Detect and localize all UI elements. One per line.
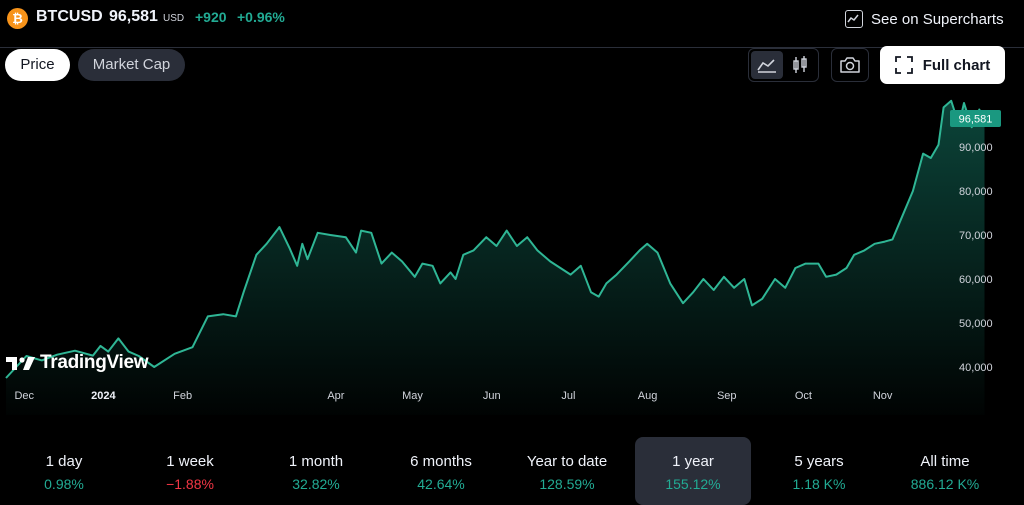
- y-tick-label: 60,000: [959, 274, 993, 286]
- period-label: 1 month: [288, 453, 344, 470]
- price-area-fill: [6, 100, 985, 415]
- supercharts-label: See on Supercharts: [871, 10, 1004, 28]
- y-axis: 40,000 50,000 60,000 70,000 80,000 90,000: [959, 142, 993, 374]
- price-line: [5, 99, 986, 379]
- period-label: 1 day: [45, 453, 83, 470]
- period-change-value: 1.18 K%: [792, 476, 846, 492]
- period-button[interactable]: 5 years 1.18 K%: [761, 437, 877, 505]
- x-tick-label: Apr: [327, 390, 344, 402]
- period-label: Year to date: [526, 453, 608, 470]
- period-change-value: 155.12%: [665, 476, 721, 492]
- tab-market-cap[interactable]: Market Cap: [78, 49, 185, 81]
- period-button[interactable]: 1 month 32.82%: [258, 437, 374, 505]
- x-tick-label: Aug: [638, 390, 658, 402]
- x-tick-label: Sep: [717, 390, 737, 402]
- price-currency: USD: [163, 13, 185, 24]
- y-tick-label: 70,000: [959, 230, 993, 242]
- screenshot-button[interactable]: [831, 48, 869, 82]
- period-button[interactable]: 1 week −1.88%: [132, 437, 248, 505]
- area-chart-icon: [757, 59, 776, 73]
- see-on-supercharts-link[interactable]: See on Supercharts: [845, 8, 1004, 30]
- x-tick-label: Nov: [873, 390, 893, 402]
- x-axis: Dec 2024 Feb Apr May Jun Jul Aug Sep Oct Nov: [14, 390, 892, 402]
- period-label: 6 months: [410, 453, 472, 470]
- x-tick-label: Jul: [561, 390, 575, 402]
- candlestick-icon: [793, 56, 807, 73]
- period-button[interactable]: 1 day 0.98%: [6, 437, 122, 505]
- last-price-tag-label: 96,581: [959, 114, 993, 126]
- tradingview-logo-icon: [6, 357, 35, 370]
- price-change-percent: +0.96%: [237, 9, 285, 25]
- period-label: 5 years: [794, 453, 844, 470]
- x-tick-label: Feb: [173, 390, 192, 402]
- period-button[interactable]: Year to date 128.59%: [509, 437, 625, 505]
- x-tick-label: Oct: [795, 390, 812, 402]
- period-label: All time: [920, 453, 970, 470]
- tradingview-watermark: TradingView: [6, 350, 149, 376]
- period-button[interactable]: 1 year 155.12%: [635, 437, 751, 505]
- chart-style-toggle: [748, 48, 819, 82]
- period-button[interactable]: 6 months 42.64%: [383, 437, 499, 505]
- price-change-absolute: +920: [195, 9, 227, 25]
- period-performance-bar: 1 day 0.98% 1 week −1.88% 1 month 32.82% 6 mon…: [0, 437, 1024, 505]
- y-tick-label: 90,000: [959, 142, 993, 154]
- camera-icon: [840, 57, 860, 73]
- period-change-value: 42.64%: [417, 476, 465, 492]
- symbol-header: ₿ BTCUSD 96,581 USD +920 +0.96% See on S…: [0, 0, 1024, 40]
- x-tick-label: Jun: [483, 390, 501, 402]
- period-change-value: 0.98%: [44, 476, 84, 492]
- price-chart[interactable]: 40,000 50,000 60,000 70,000 80,000 90,000 Dec…: [0, 95, 1024, 415]
- period-label: 1 year: [672, 453, 714, 470]
- x-tick-label: 2024: [91, 390, 116, 402]
- chart-line-icon: [845, 10, 863, 28]
- area-chart-button[interactable]: [751, 51, 783, 79]
- x-tick-label: May: [402, 390, 423, 402]
- period-change-value: 886.12 K%: [910, 476, 980, 492]
- fullscreen-icon: [894, 56, 913, 74]
- full-chart-button[interactable]: Full chart: [880, 46, 1005, 84]
- y-tick-label: 80,000: [959, 186, 993, 198]
- last-price: 96,581: [109, 8, 158, 25]
- period-button[interactable]: All time 886.12 K%: [887, 437, 1003, 505]
- period-change-value: −1.88%: [166, 476, 214, 492]
- period-change-value: 32.82%: [292, 476, 340, 492]
- symbol-name[interactable]: BTCUSD: [36, 8, 103, 25]
- candlestick-button[interactable]: [784, 51, 816, 79]
- tab-price[interactable]: Price: [5, 49, 70, 81]
- last-price-tag: 96,581: [950, 110, 1001, 128]
- watermark-text: TradingView: [40, 352, 149, 373]
- y-tick-label: 50,000: [959, 318, 993, 330]
- period-label: 1 week: [166, 453, 214, 470]
- full-chart-label: Full chart: [922, 56, 991, 74]
- x-tick-label: Dec: [14, 390, 34, 402]
- bitcoin-icon: ₿: [7, 8, 28, 29]
- header-divider: [0, 47, 1024, 48]
- y-tick-label: 40,000: [959, 362, 993, 374]
- period-change-value: 128.59%: [539, 476, 595, 492]
